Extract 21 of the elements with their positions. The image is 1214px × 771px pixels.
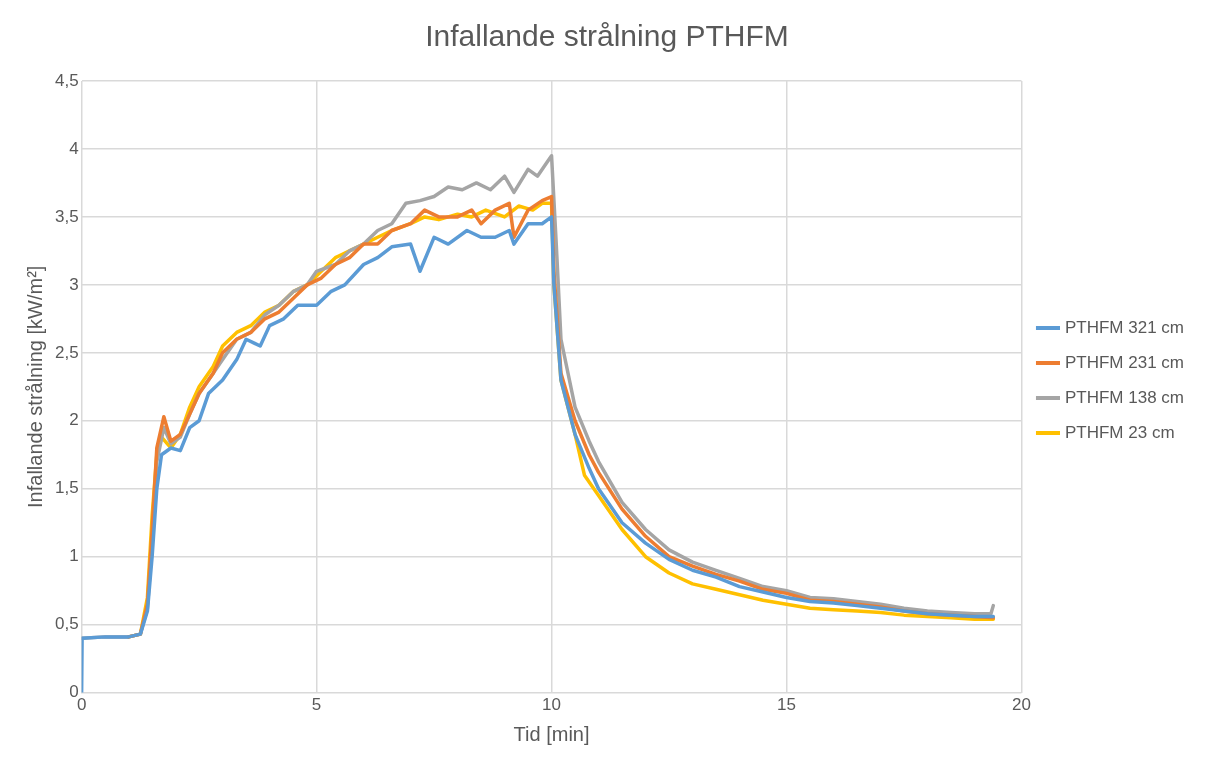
y-axis-title: Infallande strålning [kW/m²] [23, 265, 46, 508]
y-tick-label: 4 [69, 138, 79, 158]
legend-label: PTHFM 23 cm [1064, 422, 1175, 442]
chart-title: Infallande strålning PTHFM [425, 19, 789, 53]
y-tick-label: 0 [69, 682, 79, 702]
y-tick-label: 2 [69, 410, 79, 430]
y-tick-label: 1 [69, 546, 79, 566]
legend-label: PTHFM 231 cm [1064, 352, 1185, 372]
x-axis-title: Tid [min] [513, 722, 590, 745]
y-tick-label: 1,5 [54, 478, 79, 498]
x-tick-label: 10 [542, 695, 562, 715]
y-tick-label: 4,5 [54, 70, 79, 90]
x-tick-label: 5 [311, 695, 322, 715]
y-tick-label: 2,5 [54, 342, 79, 362]
x-tick-label: 20 [1012, 695, 1031, 715]
y-tick-label: 0,5 [54, 614, 79, 634]
y-tick-label: 3,5 [54, 206, 79, 226]
legend-label: PTHFM 138 cm [1064, 387, 1185, 407]
legend-label: PTHFM 321 cm [1064, 317, 1185, 337]
x-tick-label: 15 [777, 695, 796, 715]
y-tick-label: 3 [69, 274, 79, 294]
